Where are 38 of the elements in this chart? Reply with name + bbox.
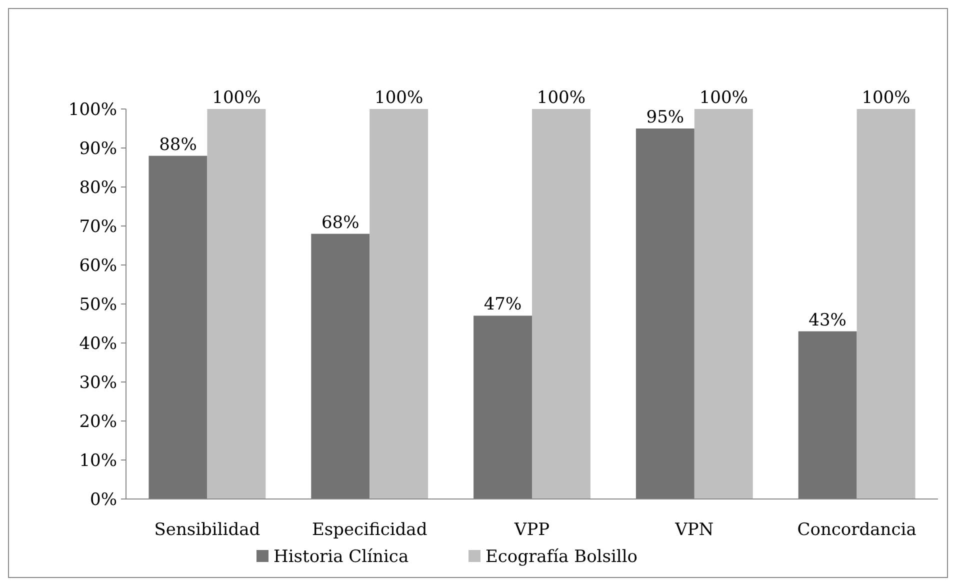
bar [856, 109, 916, 499]
data-label: 100% [862, 88, 910, 108]
y-tick-label: 100% [68, 100, 117, 120]
y-tick-label: 60% [79, 256, 117, 276]
data-label: 100% [536, 88, 586, 108]
bar [694, 109, 753, 499]
data-label: 43% [808, 310, 846, 330]
x-tick-label: Especificidad [312, 520, 428, 540]
y-tick-label: 0% [90, 490, 117, 510]
y-tick-label: 10% [79, 450, 117, 471]
y-tick-label: 30% [79, 372, 117, 393]
x-tick-label: VPP [513, 520, 550, 540]
data-label: 68% [321, 212, 360, 233]
x-tick-label: VPN [674, 520, 714, 540]
data-label: 88% [159, 134, 197, 155]
legend-label: Ecografía Bolsillo [486, 546, 638, 567]
bar [148, 156, 208, 499]
x-tick-label: Sensibilidad [154, 520, 260, 540]
data-label: 47% [484, 294, 522, 315]
y-tick-label: 50% [79, 294, 117, 315]
x-tick-label: Concordancia [797, 520, 916, 540]
bar [532, 109, 590, 499]
bar [798, 331, 857, 499]
bar [636, 128, 694, 499]
data-label: 100% [374, 88, 424, 108]
bar [370, 109, 428, 499]
y-tick-label: 90% [79, 138, 117, 159]
y-tick-label: 80% [79, 178, 117, 198]
data-label: 100% [212, 88, 261, 108]
data-label: 100% [699, 88, 748, 108]
y-tick-label: 40% [79, 334, 117, 354]
legend-label: Historia Clínica [274, 546, 409, 567]
y-tick-label: 20% [79, 412, 117, 432]
y-tick-label: 70% [79, 216, 117, 237]
bar [207, 109, 266, 499]
bar [474, 316, 532, 499]
bar [311, 234, 370, 499]
data-label: 95% [646, 108, 684, 128]
